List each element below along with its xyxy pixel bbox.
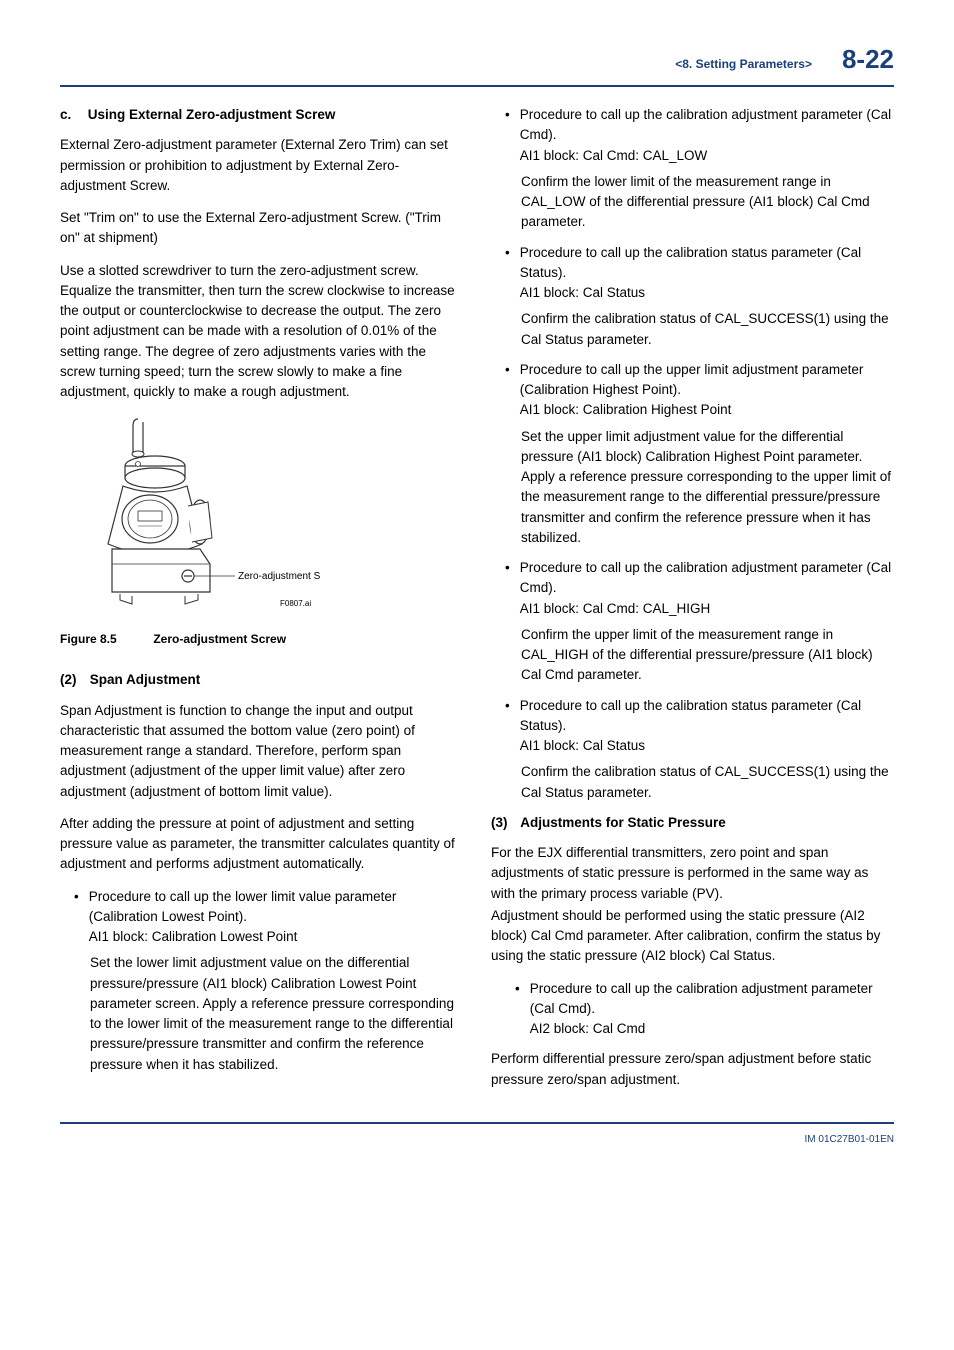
- right-b1-l2: AI1 block: Cal Cmd: CAL_LOW: [520, 148, 708, 163]
- subsection-2-num: (2): [60, 670, 86, 690]
- right-b2-l2: AI1 block: Cal Status: [520, 285, 645, 300]
- left-p2: Set "Trim on" to use the External Zero-a…: [60, 208, 463, 249]
- right-b5-l1: Procedure to call up the calibration sta…: [520, 698, 861, 733]
- left-bullet-1-content: Procedure to call up the lower limit val…: [89, 887, 463, 948]
- right-column: • Procedure to call up the calibration a…: [491, 105, 894, 1102]
- subsection-3-num: (3): [491, 813, 517, 833]
- figure-8-5: Zero-adjustment Screw F0807.ai: [60, 414, 463, 614]
- subsection-3-heading: (3) Adjustments for Static Pressure: [491, 813, 894, 833]
- right-p2: Adjustment should be performed using the…: [491, 906, 894, 967]
- right-b4-sub: Confirm the upper limit of the measureme…: [521, 625, 894, 686]
- right-b4-l2: AI1 block: Cal Cmd: CAL_HIGH: [520, 601, 711, 616]
- right-b5-l2: AI1 block: Cal Status: [520, 738, 645, 753]
- figure-caption-text: Zero-adjustment Screw: [153, 632, 286, 646]
- right-p1: For the EJX differential transmitters, z…: [491, 843, 894, 904]
- subsection-3-title: Adjustments for Static Pressure: [520, 815, 726, 830]
- bullet-dot-icon: •: [505, 558, 510, 619]
- left-bullet-1: • Procedure to call up the lower limit v…: [60, 887, 463, 948]
- right-b3-content: Procedure to call up the upper limit adj…: [520, 360, 894, 421]
- page-footer: IM 01C27B01-01EN: [60, 1122, 894, 1147]
- right-b6-l2: AI2 block: Cal Cmd: [530, 1021, 646, 1036]
- left-b1-l2: AI1 block: Calibration Lowest Point: [89, 929, 298, 944]
- right-b3-l2: AI1 block: Calibration Highest Point: [520, 402, 732, 417]
- right-bullet-4: • Procedure to call up the calibration a…: [491, 558, 894, 619]
- header-page-number: 8-22: [842, 40, 894, 79]
- right-b1-l1: Procedure to call up the calibration adj…: [520, 107, 891, 142]
- figure-callout-text: Zero-adjustment Screw: [238, 571, 320, 582]
- left-column: c. Using External Zero-adjustment Screw …: [60, 105, 463, 1102]
- footer-doc-id: IM 01C27B01-01EN: [805, 1134, 895, 1145]
- subsection-2-title: Span Adjustment: [90, 672, 201, 687]
- right-bullet-2: • Procedure to call up the calibration s…: [491, 243, 894, 304]
- right-b6-l1: Procedure to call up the calibration adj…: [530, 981, 873, 1016]
- right-b3-sub: Set the upper limit adjustment value for…: [521, 427, 894, 549]
- bullet-dot-icon: •: [505, 105, 510, 166]
- right-bullet-3: • Procedure to call up the upper limit a…: [491, 360, 894, 421]
- bullet-dot-icon: •: [505, 360, 510, 421]
- left-p5: After adding the pressure at point of ad…: [60, 814, 463, 875]
- subsection-c-heading: c. Using External Zero-adjustment Screw: [60, 105, 463, 125]
- transmitter-diagram-icon: Zero-adjustment Screw F0807.ai: [60, 414, 320, 614]
- figure-number: Figure 8.5: [60, 630, 150, 648]
- page-header: <8. Setting Parameters> 8-22: [60, 40, 894, 87]
- bullet-dot-icon: •: [515, 979, 520, 1040]
- right-b2-sub: Confirm the calibration status of CAL_SU…: [521, 309, 894, 350]
- subsection-c-title: Using External Zero-adjustment Screw: [88, 107, 336, 122]
- right-b2-l1: Procedure to call up the calibration sta…: [520, 245, 861, 280]
- right-b4-l1: Procedure to call up the calibration adj…: [520, 560, 891, 595]
- bullet-dot-icon: •: [505, 696, 510, 757]
- right-b5-content: Procedure to call up the calibration sta…: [520, 696, 894, 757]
- figure-8-5-caption: Figure 8.5 Zero-adjustment Screw: [60, 630, 463, 648]
- right-b1-sub: Confirm the lower limit of the measureme…: [521, 172, 894, 233]
- bullet-dot-icon: •: [505, 243, 510, 304]
- figure-ref-text: F0807.ai: [280, 599, 311, 608]
- right-b2-content: Procedure to call up the calibration sta…: [520, 243, 894, 304]
- left-p4: Span Adjustment is function to change th…: [60, 701, 463, 802]
- right-b3-l1: Procedure to call up the upper limit adj…: [520, 362, 864, 397]
- right-b6-content: Procedure to call up the calibration adj…: [530, 979, 894, 1040]
- left-p3: Use a slotted screwdriver to turn the ze…: [60, 261, 463, 403]
- right-b5-sub: Confirm the calibration status of CAL_SU…: [521, 762, 894, 803]
- right-b4-content: Procedure to call up the calibration adj…: [520, 558, 894, 619]
- right-bullet-6: • Procedure to call up the calibration a…: [491, 979, 894, 1040]
- left-p1: External Zero-adjustment parameter (Exte…: [60, 135, 463, 196]
- subsection-2-heading: (2) Span Adjustment: [60, 670, 463, 690]
- bullet-dot-icon: •: [74, 887, 79, 948]
- right-b1-content: Procedure to call up the calibration adj…: [520, 105, 894, 166]
- subsection-c-letter: c.: [60, 105, 84, 125]
- right-bullet-1: • Procedure to call up the calibration a…: [491, 105, 894, 166]
- left-b1-sub: Set the lower limit adjustment value on …: [90, 953, 463, 1075]
- left-b1-l1: Procedure to call up the lower limit val…: [89, 889, 397, 924]
- right-bullet-5: • Procedure to call up the calibration s…: [491, 696, 894, 757]
- content-columns: c. Using External Zero-adjustment Screw …: [60, 105, 894, 1102]
- right-p3: Perform differential pressure zero/span …: [491, 1049, 894, 1090]
- header-section-label: <8. Setting Parameters>: [675, 55, 812, 73]
